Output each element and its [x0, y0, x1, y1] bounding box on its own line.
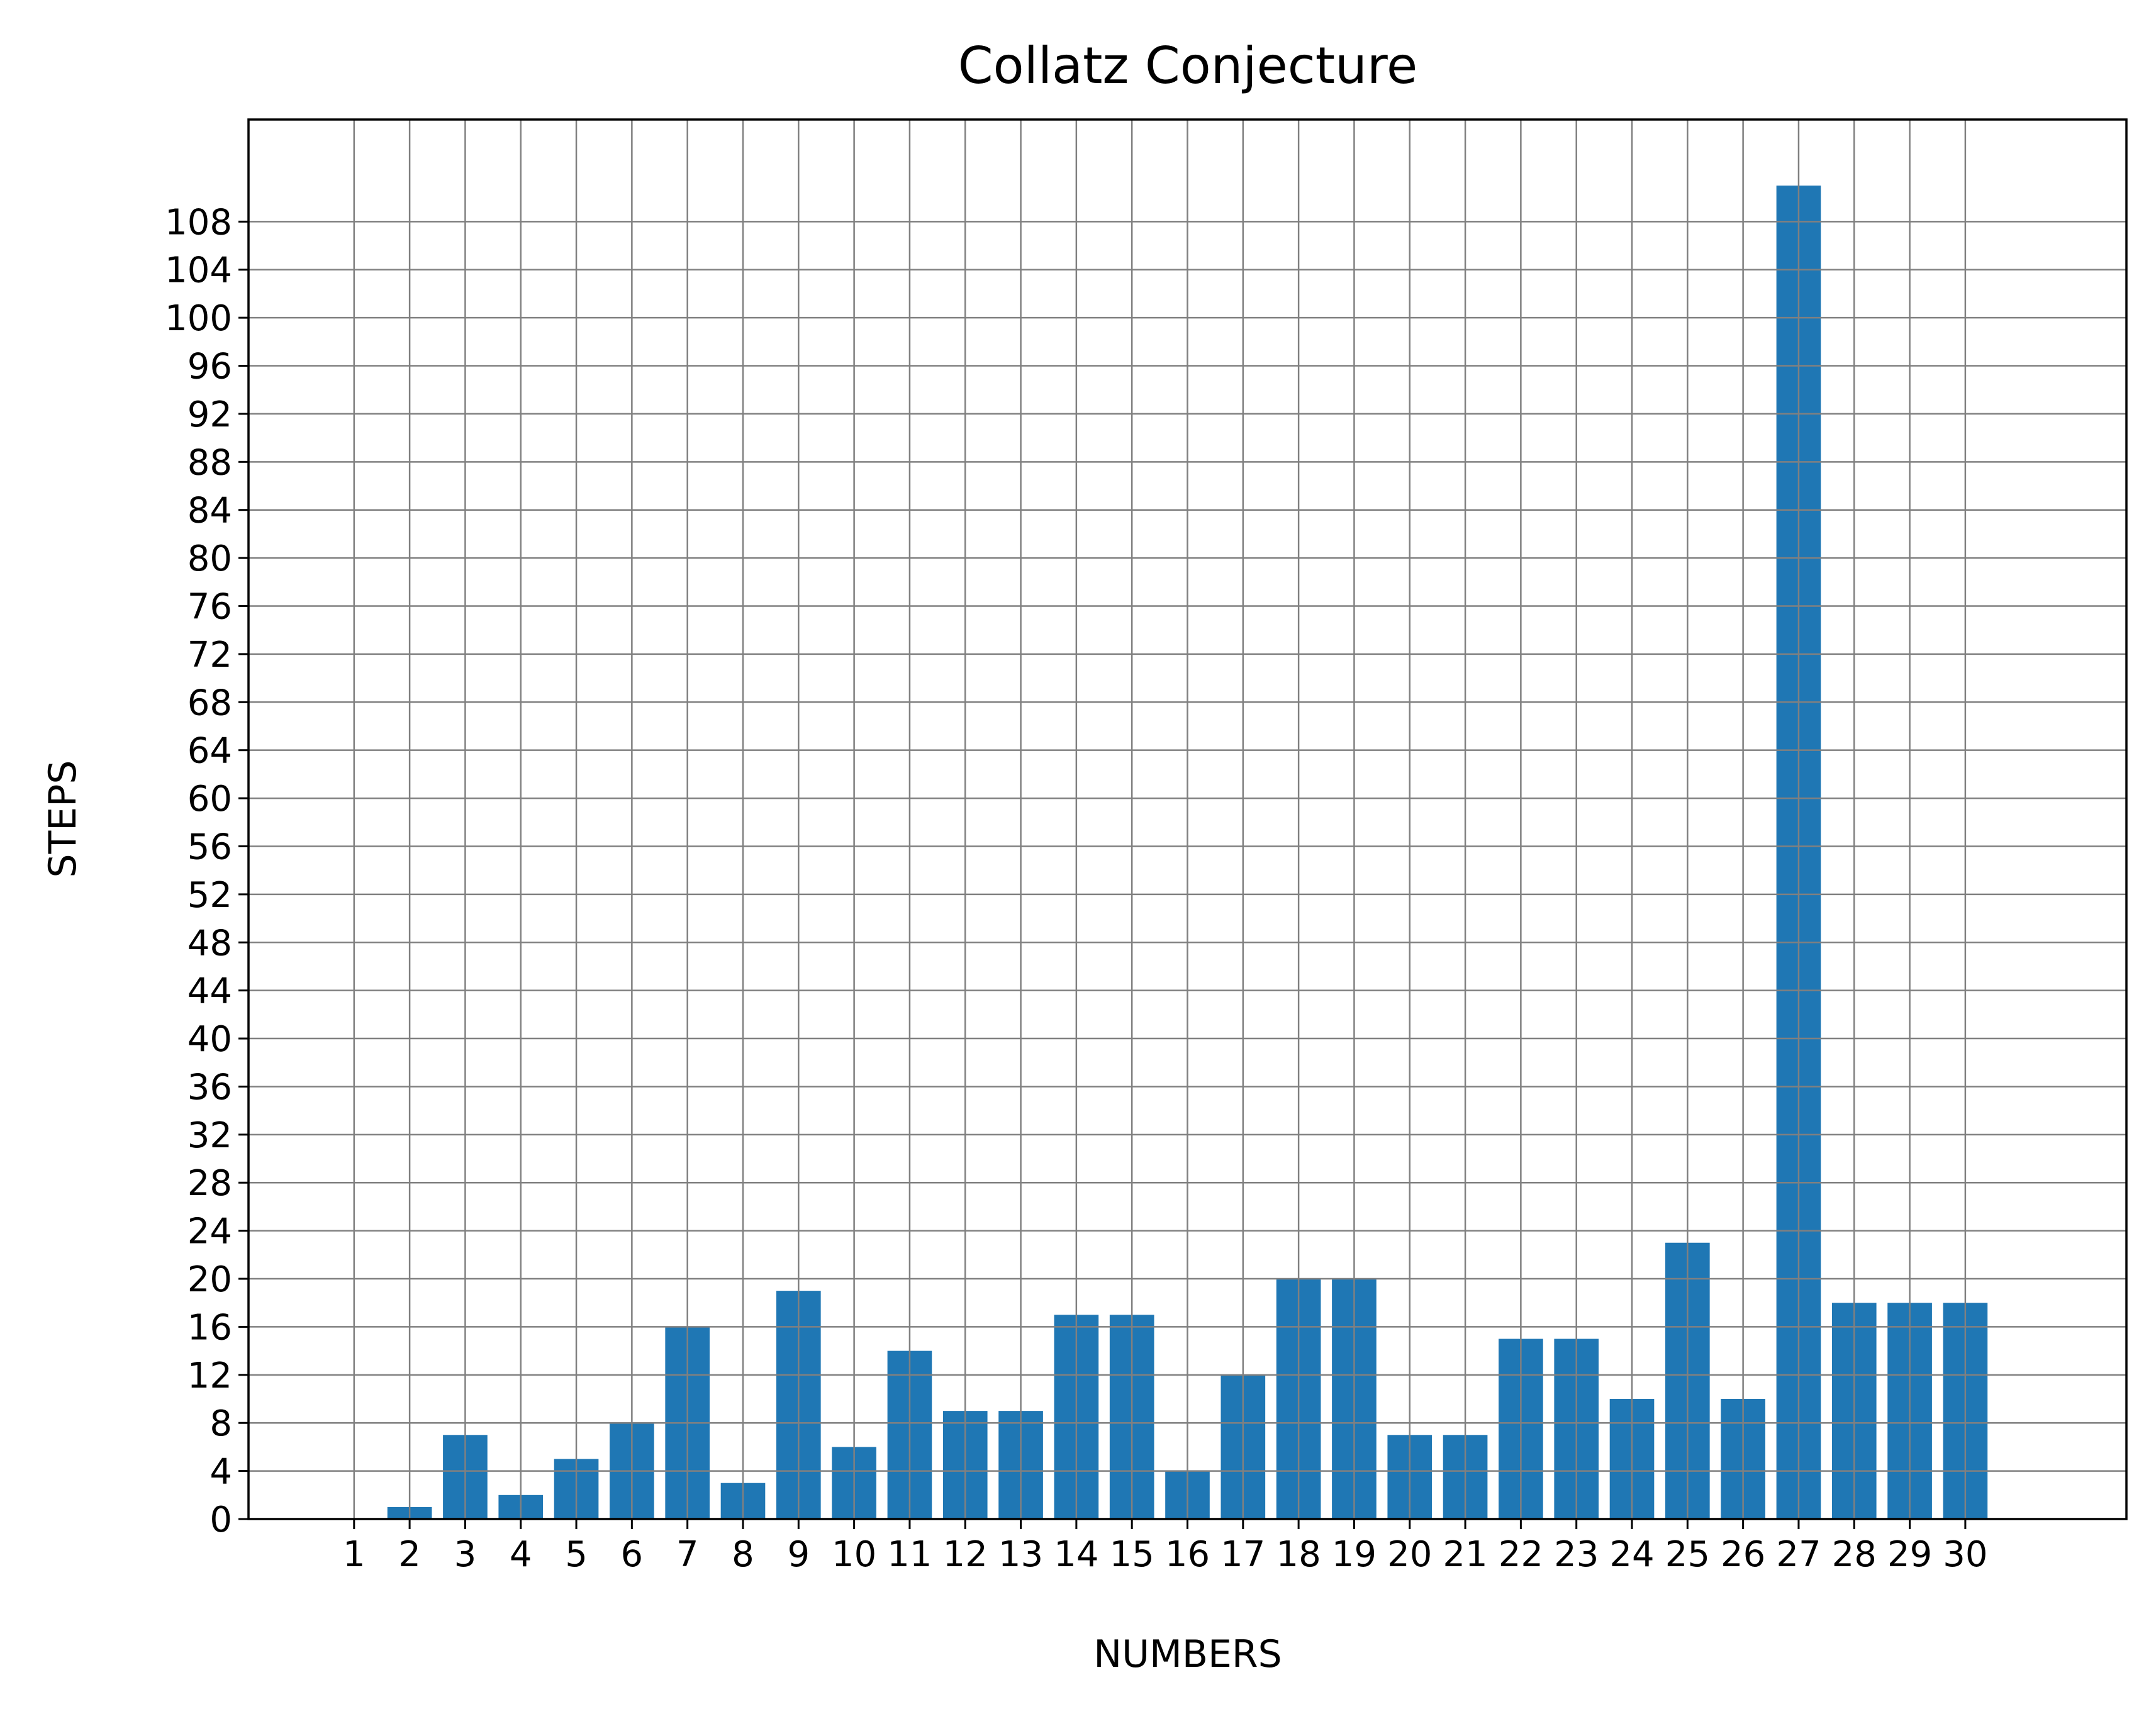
- x-tick-label-22: 22: [1499, 1534, 1543, 1575]
- y-tick-label-60: 60: [187, 779, 232, 820]
- y-tick-label-20: 20: [187, 1259, 232, 1300]
- x-axis-label: NUMBERS: [1093, 1632, 1282, 1676]
- x-tick-label-18: 18: [1276, 1534, 1321, 1575]
- x-tick-label-9: 9: [787, 1534, 810, 1575]
- y-tick-label-32: 32: [187, 1115, 232, 1156]
- x-tick-label-21: 21: [1443, 1534, 1487, 1575]
- grid: [249, 120, 2126, 1520]
- y-tick-label-8: 8: [209, 1403, 232, 1444]
- x-tick-label-19: 19: [1332, 1534, 1377, 1575]
- y-tick-label-4: 4: [209, 1452, 232, 1493]
- chart-title: Collatz Conjecture: [958, 36, 1417, 95]
- y-tick-label-56: 56: [187, 827, 232, 867]
- y-tick-label-76: 76: [187, 586, 232, 627]
- x-tick-label-11: 11: [887, 1534, 932, 1575]
- x-tick-label-16: 16: [1165, 1534, 1210, 1575]
- y-axis: 0481216202428323640444852566064687276808…: [165, 202, 249, 1540]
- y-tick-label-52: 52: [187, 875, 232, 916]
- y-tick-label-0: 0: [209, 1500, 232, 1540]
- y-tick-label-96: 96: [187, 347, 232, 387]
- y-tick-label-64: 64: [187, 731, 232, 772]
- x-tick-label-2: 2: [398, 1534, 421, 1575]
- y-tick-label-84: 84: [187, 491, 232, 532]
- x-tick-label-28: 28: [1832, 1534, 1877, 1575]
- x-axis: 1 2 3 4 5 6 7 8 9 10 11 12 13 14 15 16 17 18 19 20 21 22 23 24 2…: [343, 1519, 1988, 1575]
- y-tick-label-24: 24: [187, 1211, 232, 1252]
- y-tick-label-40: 40: [187, 1019, 232, 1060]
- x-tick-label-23: 23: [1554, 1534, 1599, 1575]
- x-tick-label-14: 14: [1054, 1534, 1098, 1575]
- y-axis-label: STEPS: [41, 760, 85, 878]
- x-tick-label-30: 30: [1943, 1534, 1987, 1575]
- y-tick-label-16: 16: [187, 1307, 232, 1348]
- x-tick-label-6: 6: [621, 1534, 644, 1575]
- y-tick-label-104: 104: [165, 250, 232, 291]
- x-tick-label-10: 10: [832, 1534, 876, 1575]
- x-tick-label-15: 15: [1110, 1534, 1154, 1575]
- y-tick-label-80: 80: [187, 538, 232, 579]
- y-tick-label-92: 92: [187, 394, 232, 435]
- x-tick-label-26: 26: [1721, 1534, 1765, 1575]
- y-tick-label-100: 100: [165, 298, 232, 339]
- x-tick-label-5: 5: [565, 1534, 588, 1575]
- y-tick-label-88: 88: [187, 442, 232, 483]
- y-tick-label-28: 28: [187, 1163, 232, 1204]
- x-tick-label-12: 12: [943, 1534, 988, 1575]
- x-tick-label-25: 25: [1665, 1534, 1710, 1575]
- x-tick-label-7: 7: [676, 1534, 699, 1575]
- x-tick-label-20: 20: [1387, 1534, 1432, 1575]
- y-tick-label-108: 108: [165, 202, 232, 243]
- x-tick-label-27: 27: [1776, 1534, 1821, 1575]
- x-tick-label-24: 24: [1609, 1534, 1654, 1575]
- y-tick-label-12: 12: [187, 1356, 232, 1396]
- y-tick-label-44: 44: [187, 971, 232, 1012]
- x-tick-label-4: 4: [510, 1534, 532, 1575]
- x-tick-label-17: 17: [1220, 1534, 1265, 1575]
- x-tick-label-1: 1: [343, 1534, 366, 1575]
- x-tick-label-13: 13: [998, 1534, 1043, 1575]
- x-tick-label-8: 8: [732, 1534, 754, 1575]
- x-tick-label-3: 3: [454, 1534, 477, 1575]
- x-tick-label-29: 29: [1887, 1534, 1932, 1575]
- y-tick-label-48: 48: [187, 923, 232, 964]
- y-tick-label-36: 36: [187, 1067, 232, 1108]
- y-tick-label-72: 72: [187, 635, 232, 676]
- y-tick-label-68: 68: [187, 682, 232, 723]
